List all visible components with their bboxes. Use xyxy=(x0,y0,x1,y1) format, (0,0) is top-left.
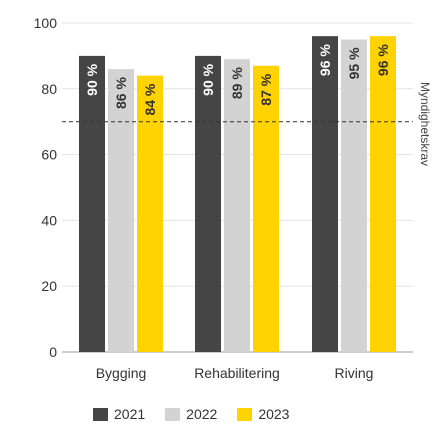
bar xyxy=(108,69,134,352)
category-label: Riving xyxy=(335,365,374,381)
y-tick-label: 0 xyxy=(49,344,57,360)
bar xyxy=(195,55,221,353)
y-tick-label: 80 xyxy=(41,81,57,97)
bar xyxy=(137,75,163,352)
legend-swatch xyxy=(165,407,181,421)
category-label: Bygging xyxy=(96,365,147,381)
reference-line-group: Myndighetskrav xyxy=(62,82,432,166)
x-axis-categories: Bygging Rehabilitering Riving xyxy=(96,365,374,381)
bar-group: 96 % 95 % 96 % xyxy=(312,36,396,352)
y-tick-label: 60 xyxy=(41,147,57,163)
data-label: 90 % xyxy=(84,63,100,95)
data-label: 90 % xyxy=(200,63,216,95)
y-tick-label: 100 xyxy=(34,15,58,31)
category-label: Rehabilitering xyxy=(194,365,280,381)
bar xyxy=(312,36,338,352)
y-tick-label: 40 xyxy=(41,212,57,228)
bar xyxy=(79,55,105,353)
data-label: 95 % xyxy=(346,47,362,79)
bar xyxy=(370,36,396,352)
bar xyxy=(253,65,279,353)
legend-swatch xyxy=(93,407,108,421)
data-label: 87 % xyxy=(258,73,274,105)
bar xyxy=(224,59,250,352)
legend: 2021 2022 2023 xyxy=(93,406,309,422)
bar-group: 90 % 86 % 84 % xyxy=(79,55,163,353)
data-label: 96 % xyxy=(317,44,333,76)
y-axis-ticks: 0 20 40 60 80 100 xyxy=(34,15,58,360)
y-tick-label: 20 xyxy=(41,278,57,294)
legend-label: 2022 xyxy=(186,406,218,422)
data-label: 89 % xyxy=(229,67,245,99)
legend-item: 2022 xyxy=(165,406,217,422)
bar-group: 90 % 89 % 87 % xyxy=(195,55,279,353)
bars: 90 % 86 % 84 % 90 % 89 % 87 % 96 % 95 % 96 % xyxy=(79,36,396,353)
data-label: 84 % xyxy=(142,83,158,115)
data-label: 96 % xyxy=(375,44,391,76)
legend-item: 2021 xyxy=(93,406,145,422)
legend-label: 2023 xyxy=(258,406,290,422)
legend-label: 2021 xyxy=(114,406,146,422)
data-label: 86 % xyxy=(113,77,129,109)
legend-item: 2023 xyxy=(237,406,289,422)
reference-line-label: Myndighetskrav xyxy=(418,82,432,166)
bar xyxy=(341,39,367,352)
legend-swatch xyxy=(237,407,253,421)
